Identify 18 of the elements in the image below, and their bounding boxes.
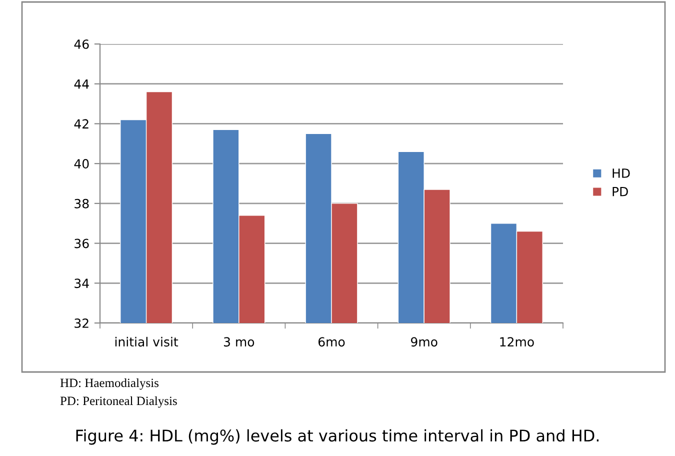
text: HD: Haemodialysis xyxy=(60,378,158,390)
y-tick-label: 42 xyxy=(74,119,88,128)
y-tick-label: 44 xyxy=(74,79,89,89)
y-tick-label: 36 xyxy=(74,238,89,248)
y-tick-label: 40 xyxy=(74,159,89,168)
x-tick-label: initial visit xyxy=(115,336,178,347)
y-tick-label: 32 xyxy=(74,318,88,328)
y-tick-label: 46 xyxy=(74,39,89,49)
text: PD: Peritoneal Dialysis xyxy=(60,396,177,408)
y-tick-label: 34 xyxy=(74,278,89,288)
x-tick-label: 9mo xyxy=(411,337,438,347)
x-tick-label: 12mo xyxy=(500,337,534,347)
legend-label: PD xyxy=(612,187,628,196)
x-tick-label: 3 mo xyxy=(224,337,254,347)
y-tick-label: 38 xyxy=(74,198,89,208)
legend-label: HD xyxy=(612,168,630,178)
x-tick-label: 6mo xyxy=(318,337,345,347)
text: Figure 4: HDL (mg%) levels at various time interval in PD and HD. xyxy=(76,429,599,445)
